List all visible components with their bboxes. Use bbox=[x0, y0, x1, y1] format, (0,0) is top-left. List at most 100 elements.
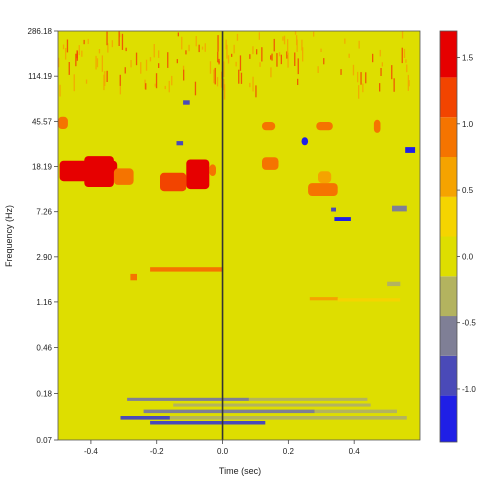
speckle-streak bbox=[227, 55, 230, 64]
speckle-streak bbox=[405, 59, 407, 63]
heatmap-background bbox=[58, 31, 420, 440]
speckle-streak bbox=[96, 58, 99, 68]
speckle-streak bbox=[259, 62, 261, 67]
speckle-streak bbox=[407, 74, 409, 91]
x-tick-label: 0.4 bbox=[349, 447, 361, 456]
heatmap-region bbox=[176, 141, 184, 146]
speckle-streak bbox=[164, 85, 166, 90]
x-tick-label: -0.4 bbox=[84, 447, 98, 456]
heatmap-region bbox=[387, 281, 401, 287]
heatmap-region bbox=[337, 298, 401, 302]
speckle-streak bbox=[214, 67, 216, 85]
colorbar-bin bbox=[440, 117, 457, 157]
speckle-streak bbox=[107, 43, 109, 53]
speckle-streak bbox=[76, 50, 78, 59]
speckle-streak bbox=[118, 31, 120, 46]
speckle-streak bbox=[66, 39, 69, 53]
speckle-streak bbox=[106, 31, 108, 46]
speckle-streak bbox=[358, 85, 360, 99]
colorbar-bin bbox=[440, 157, 457, 197]
speckle-streak bbox=[177, 32, 179, 37]
y-tick-label: 0.46 bbox=[36, 343, 52, 352]
heatmap-region bbox=[113, 168, 134, 185]
heatmap-region bbox=[373, 119, 381, 133]
speckle-streak bbox=[223, 61, 225, 77]
speckle-streak bbox=[154, 83, 156, 87]
speckle-streak bbox=[283, 35, 286, 45]
speckle-streak bbox=[111, 40, 113, 48]
heatmap-region bbox=[316, 122, 333, 131]
heatmap-region bbox=[143, 409, 315, 414]
speckle-streak bbox=[121, 33, 124, 50]
y-tick-label: 0.18 bbox=[36, 390, 52, 399]
speckle-streak bbox=[201, 46, 204, 50]
colorbar-tick-label: 0.5 bbox=[462, 186, 474, 195]
speckle-streak bbox=[278, 52, 281, 57]
heatmap-region bbox=[248, 397, 368, 401]
colorbar-tick-label: -0.5 bbox=[462, 319, 476, 328]
colorbar-tick-label: -1.0 bbox=[462, 385, 476, 394]
speckle-streak bbox=[155, 73, 158, 89]
speckle-streak bbox=[195, 36, 197, 47]
speckle-streak bbox=[249, 54, 251, 59]
heatmap-region bbox=[331, 207, 336, 212]
speckle-streak bbox=[296, 39, 298, 52]
speckle-streak bbox=[68, 62, 70, 75]
speckle-streak bbox=[391, 65, 393, 80]
speckle-streak bbox=[198, 44, 200, 53]
speckle-streak bbox=[124, 67, 126, 74]
y-tick-label: 45.57 bbox=[32, 117, 53, 126]
speckle-streak bbox=[240, 72, 243, 84]
speckle-streak bbox=[270, 67, 272, 78]
y-tick-label: 1.16 bbox=[36, 298, 52, 307]
speckle-streak bbox=[323, 58, 325, 65]
speckle-streak bbox=[239, 55, 242, 71]
speckle-streak bbox=[153, 44, 155, 58]
heatmap-region bbox=[209, 164, 216, 176]
speckle-streak bbox=[280, 54, 282, 65]
speckle-streak bbox=[106, 70, 108, 82]
plot-area: -0.4 -0.2 0.0 0.2 0.4 0.07 0.18 0.46 1.16 2.90 7.2… bbox=[28, 27, 421, 456]
speckle-streak bbox=[358, 40, 360, 49]
colorbar-bin bbox=[440, 355, 457, 396]
speckle-streak bbox=[381, 62, 383, 67]
speckle-streak bbox=[103, 74, 105, 91]
speckle-streak bbox=[287, 39, 289, 55]
speckle-streak bbox=[286, 51, 288, 59]
speckle-streak bbox=[223, 79, 225, 91]
speckle-streak bbox=[238, 69, 240, 84]
speckle-streak bbox=[401, 47, 403, 64]
speckle-streak bbox=[167, 52, 169, 68]
speckle-streak bbox=[393, 78, 395, 92]
speckle-streak bbox=[297, 58, 299, 75]
colorbar-bin bbox=[440, 31, 457, 78]
speckle-streak bbox=[233, 44, 235, 54]
speckle-streak bbox=[231, 53, 233, 57]
speckle-streak bbox=[135, 52, 138, 66]
speckle-streak bbox=[119, 74, 121, 86]
heatmap-region bbox=[130, 273, 137, 281]
heatmap-region bbox=[186, 159, 210, 190]
speckle-streak bbox=[273, 38, 275, 52]
speckle-streak bbox=[379, 83, 381, 92]
speckle-streak bbox=[344, 38, 346, 44]
speckle-streak bbox=[87, 38, 89, 44]
x-tick-label: -0.2 bbox=[150, 447, 164, 456]
speckle-streak bbox=[276, 53, 278, 67]
speckle-streak bbox=[302, 47, 304, 62]
y-tick-label: 2.90 bbox=[36, 253, 52, 262]
speckle-streak bbox=[282, 36, 284, 41]
plot-frame bbox=[57, 30, 421, 441]
heatmap-region bbox=[262, 157, 279, 170]
colorbar-bin bbox=[440, 196, 457, 237]
speckle-streak bbox=[313, 31, 315, 37]
speckle-streak bbox=[145, 59, 148, 71]
heatmap-region bbox=[405, 147, 416, 153]
x-tick-label: 0.0 bbox=[217, 447, 229, 456]
speckle-streak bbox=[301, 39, 303, 51]
speckle-streak bbox=[408, 80, 410, 87]
speckle-streak bbox=[220, 78, 223, 88]
speckle-streak bbox=[271, 53, 273, 61]
speckle-streak bbox=[360, 72, 362, 85]
